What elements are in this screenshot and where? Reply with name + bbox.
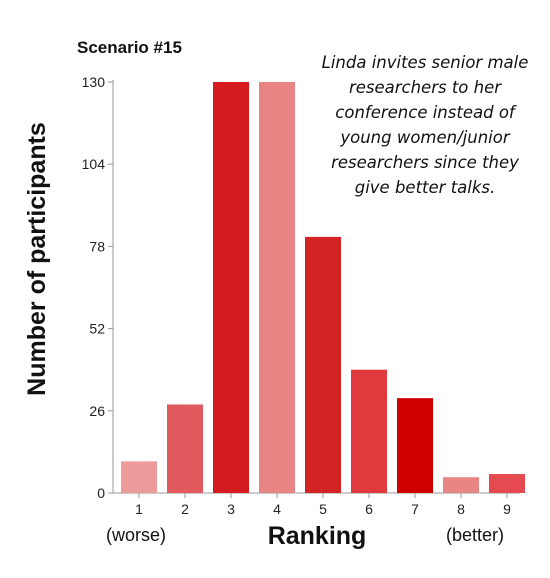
annotation-line: researchers since they (331, 153, 519, 172)
bars (121, 82, 525, 493)
x-tick-label: 9 (503, 501, 511, 517)
bar-6 (351, 369, 387, 493)
y-tick-label: 26 (89, 403, 105, 419)
annotation: Linda invites senior male researchers to… (322, 53, 529, 197)
x-tick-label: 6 (365, 501, 373, 517)
x-tick-label: 2 (181, 501, 189, 517)
x-axis-label: Ranking (268, 522, 367, 550)
bar-7 (397, 398, 433, 493)
x-tick-label: 4 (273, 501, 281, 517)
bar-4 (259, 82, 295, 493)
chart-title: Scenario #15 (77, 38, 182, 57)
x-tick-label: 1 (135, 501, 143, 517)
x-tick-label: 8 (457, 501, 465, 517)
annotation-line: researchers to her (349, 78, 502, 97)
x-ticks: 1 2 3 4 5 6 7 8 9 (135, 493, 511, 517)
better-label: (better) (446, 525, 504, 545)
y-tick-label: 104 (82, 156, 106, 172)
bar-8 (443, 477, 479, 493)
annotation-line: conference instead of (335, 103, 517, 122)
y-tick-label: 78 (89, 238, 105, 254)
annotation-line: give better talks. (355, 178, 496, 197)
x-tick-label: 5 (319, 501, 327, 517)
x-tick-label: 3 (227, 501, 235, 517)
y-ticks: 0 26 52 78 104 130 (82, 74, 113, 501)
bar-9 (489, 474, 525, 493)
y-tick-label: 130 (82, 74, 106, 90)
y-tick-label: 52 (89, 321, 105, 337)
y-tick-label: 0 (97, 485, 105, 501)
bar-2 (167, 404, 203, 493)
bar-1 (121, 461, 157, 493)
bar-3 (213, 82, 249, 493)
annotation-line: young women/junior (339, 128, 511, 147)
x-tick-label: 7 (411, 501, 419, 517)
annotation-line: Linda invites senior male (322, 53, 529, 72)
y-axis-label: Number of participants (23, 122, 51, 396)
worse-label: (worse) (106, 525, 166, 545)
bar-5 (305, 236, 341, 493)
